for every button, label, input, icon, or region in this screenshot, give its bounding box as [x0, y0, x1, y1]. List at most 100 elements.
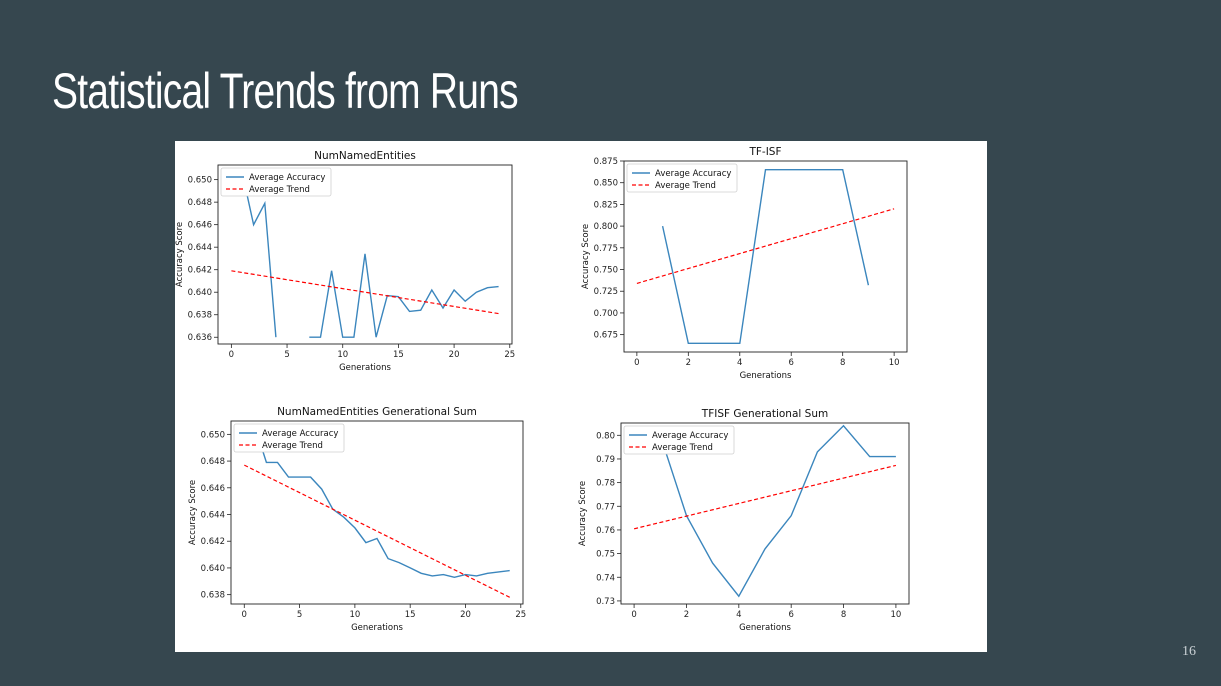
y-axis-label: Accuracy Score [581, 224, 591, 289]
y-axis-label: Accuracy Score [188, 480, 198, 545]
legend-box [626, 163, 738, 193]
chart-title: NumNamedEntities Generational Sum [277, 406, 477, 418]
y-tick-label: 0.78 [596, 479, 615, 489]
y-tick-label: 0.650 [188, 176, 212, 186]
legend-label: Average Trend [652, 443, 713, 453]
y-tick-label: 0.800 [594, 222, 618, 232]
accuracy-line [241, 173, 277, 338]
y-tick-label: 0.875 [594, 157, 618, 167]
x-tick-label: 5 [297, 610, 302, 620]
legend: Average Accuracy Average Trend [220, 167, 332, 197]
x-tick-label: 4 [737, 358, 742, 368]
y-tick-label: 0.640 [201, 564, 225, 574]
y-tick-label: 0.646 [188, 221, 212, 231]
y-tick-label: 0.638 [188, 311, 212, 321]
x-tick-label: 15 [393, 350, 404, 360]
x-tick-label: 0 [229, 350, 234, 360]
plot-frame [620, 422, 910, 605]
y-tick-label: 0.642 [201, 537, 225, 547]
legend-label: Average Accuracy [652, 431, 728, 441]
trend-line [636, 208, 895, 284]
x-tick-label: 2 [686, 358, 691, 368]
y-tick-label: 0.825 [594, 200, 618, 210]
chart-title: NumNamedEntities [314, 150, 416, 162]
x-tick-label: 10 [889, 358, 900, 368]
y-tick-label: 0.76 [596, 526, 615, 536]
chart-numnamedsum: NumNamedEntities Generational Sum 0 5 10 15 2… [188, 406, 526, 633]
x-tick-label: 10 [890, 610, 901, 620]
y-tick-label: 0.646 [201, 484, 225, 494]
y-tick-label: 0.79 [596, 455, 615, 465]
x-axis-label: Generations [740, 371, 792, 381]
x-tick-label: 25 [515, 610, 526, 620]
plot-frame [230, 420, 524, 605]
y-tick-label: 0.74 [596, 573, 615, 583]
legend-box [233, 423, 345, 453]
accuracy-line [254, 427, 510, 579]
y-tick-label: 0.750 [594, 266, 618, 276]
x-tick-label: 0 [631, 610, 636, 620]
x-tick-label: 8 [840, 358, 845, 368]
y-tick-label: 0.675 [594, 331, 618, 341]
trend-line [244, 464, 510, 598]
legend-label: Average Trend [249, 185, 310, 195]
x-tick-label: 25 [504, 350, 515, 360]
legend-label: Average Trend [262, 441, 323, 451]
chart-tfisfsum: TFISF Generational Sum 0 2 4 6 8 10 0.73 0.74 0.7… [578, 408, 910, 633]
x-tick-label: 6 [788, 610, 793, 620]
trend-line [633, 464, 897, 530]
chart-tfisf: TF-ISF 0 2 4 6 8 10 0.675 0.700 0.725 0.750 0.775 0.… [581, 146, 908, 381]
x-tick-label: 8 [841, 610, 846, 620]
y-tick-label: 0.725 [594, 287, 618, 297]
plot-frame [217, 164, 513, 345]
x-tick-label: 15 [405, 610, 416, 620]
legend-label: Average Accuracy [249, 173, 325, 183]
y-tick-label: 0.640 [188, 288, 212, 298]
figure-panel: NumNamedEntities 0 5 10 15 20 25 0.636 0.638 0.64… [175, 141, 987, 652]
legend-box [623, 425, 735, 455]
x-tick-label: 6 [789, 358, 794, 368]
y-tick-label: 0.700 [594, 309, 618, 319]
chart-title: TF-ISF [748, 146, 781, 158]
y-tick-label: 0.775 [594, 244, 618, 254]
legend-box [220, 167, 332, 197]
y-tick-label: 0.77 [596, 502, 615, 512]
x-axis-label: Generations [339, 363, 391, 373]
legend: Average Accuracy Average Trend [233, 423, 345, 453]
x-tick-label: 20 [449, 350, 460, 360]
page-number: 16 [1182, 644, 1196, 659]
x-tick-label: 0 [634, 358, 639, 368]
legend-label: Average Trend [655, 181, 716, 191]
y-axis-label: Accuracy Score [578, 481, 588, 546]
accuracy-line [659, 424, 896, 598]
y-tick-label: 0.642 [188, 266, 212, 276]
x-tick-label: 5 [284, 350, 289, 360]
x-tick-label: 20 [460, 610, 471, 620]
y-tick-label: 0.648 [188, 198, 212, 208]
y-tick-label: 0.636 [188, 333, 212, 343]
legend-label: Average Accuracy [655, 169, 731, 179]
x-tick-label: 10 [349, 610, 360, 620]
y-tick-label: 0.80 [596, 431, 615, 441]
accuracy-line [661, 169, 870, 345]
accuracy-line [309, 253, 499, 338]
y-tick-label: 0.75 [596, 550, 615, 560]
chart-title: TFISF Generational Sum [701, 408, 828, 420]
y-tick-label: 0.850 [594, 179, 618, 189]
x-tick-label: 0 [242, 610, 247, 620]
y-tick-label: 0.650 [201, 430, 225, 440]
legend: Average Accuracy Average Trend [623, 425, 735, 455]
plot-frame [623, 160, 908, 353]
x-tick-label: 10 [337, 350, 348, 360]
y-tick-label: 0.644 [201, 511, 225, 521]
x-tick-label: 4 [736, 610, 741, 620]
x-axis-label: Generations [739, 623, 791, 633]
legend-label: Average Accuracy [262, 429, 338, 439]
x-axis-label: Generations [351, 623, 403, 633]
chart-numnamed: NumNamedEntities 0 5 10 15 20 25 0.636 0.638 0.64… [175, 150, 515, 373]
y-tick-label: 0.73 [596, 597, 615, 607]
legend: Average Accuracy Average Trend [626, 163, 738, 193]
y-tick-label: 0.638 [201, 591, 225, 601]
x-tick-label: 2 [684, 610, 689, 620]
